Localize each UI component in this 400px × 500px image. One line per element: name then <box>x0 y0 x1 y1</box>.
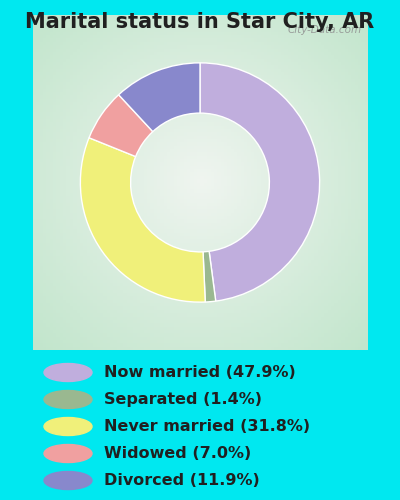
Wedge shape <box>89 95 153 156</box>
Wedge shape <box>80 138 205 302</box>
Text: Never married (31.8%): Never married (31.8%) <box>104 419 310 434</box>
Circle shape <box>44 364 92 382</box>
Wedge shape <box>203 252 216 302</box>
Text: Marital status in Star City, AR: Marital status in Star City, AR <box>25 12 375 32</box>
Circle shape <box>44 444 92 462</box>
Text: Divorced (11.9%): Divorced (11.9%) <box>104 473 260 488</box>
Circle shape <box>44 418 92 436</box>
Wedge shape <box>200 63 320 301</box>
Text: Widowed (7.0%): Widowed (7.0%) <box>104 446 251 461</box>
Circle shape <box>44 472 92 490</box>
Text: Now married (47.9%): Now married (47.9%) <box>104 365 296 380</box>
Text: Separated (1.4%): Separated (1.4%) <box>104 392 262 407</box>
Circle shape <box>44 390 92 408</box>
Wedge shape <box>119 63 200 132</box>
Text: City-Data.com: City-Data.com <box>287 24 362 34</box>
